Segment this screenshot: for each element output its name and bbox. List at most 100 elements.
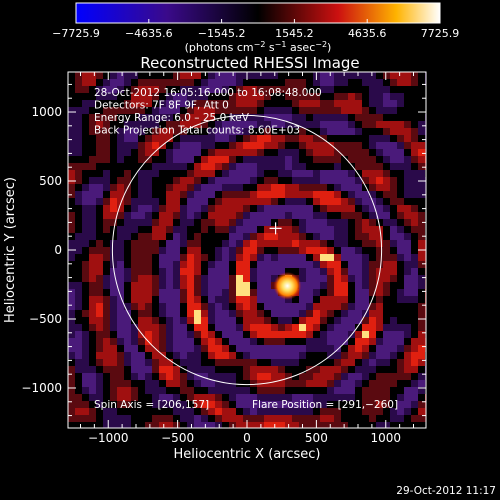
heatmap-cell xyxy=(404,212,411,219)
heatmap-cell xyxy=(138,128,145,135)
heatmap-cell xyxy=(285,163,292,170)
heatmap-cell xyxy=(96,247,103,254)
heatmap-cell xyxy=(201,107,208,114)
heatmap-cell xyxy=(362,170,369,177)
heatmap-cell xyxy=(257,205,264,212)
heatmap-cell xyxy=(327,247,334,254)
heatmap-cell xyxy=(404,170,411,177)
heatmap-cell xyxy=(82,212,89,219)
heatmap-cell xyxy=(264,408,271,415)
heatmap-cell xyxy=(411,184,418,191)
heatmap-cell xyxy=(187,114,194,121)
heatmap-cell xyxy=(180,338,187,345)
heatmap-cell xyxy=(243,191,250,198)
heatmap-cell xyxy=(194,352,201,359)
heatmap-cell xyxy=(376,422,383,428)
heatmap-cell xyxy=(250,135,257,142)
heatmap-cell xyxy=(418,317,425,324)
heatmap-cell xyxy=(313,268,320,275)
heatmap-cell xyxy=(159,275,166,282)
heatmap-cell xyxy=(166,149,173,156)
heatmap-cell xyxy=(68,380,75,387)
heatmap-cell xyxy=(250,394,257,401)
heatmap-cell xyxy=(110,422,117,428)
heatmap-cell xyxy=(229,247,236,254)
heatmap-cell xyxy=(68,121,75,128)
heatmap-cell xyxy=(257,219,264,226)
heatmap-cell xyxy=(264,261,271,268)
heatmap-cell xyxy=(320,191,327,198)
heatmap-cell xyxy=(110,352,117,359)
heatmap-cell xyxy=(362,387,369,394)
heatmap-cell xyxy=(404,387,411,394)
heatmap-cell xyxy=(208,282,215,289)
heatmap-cell xyxy=(236,191,243,198)
heatmap-cell xyxy=(103,170,110,177)
heatmap-cell xyxy=(201,338,208,345)
heatmap-cell xyxy=(320,177,327,184)
heatmap-cell xyxy=(145,422,152,428)
heatmap-cell xyxy=(187,359,194,366)
heatmap-cell xyxy=(82,366,89,373)
heatmap-cell xyxy=(264,72,271,79)
heatmap-cell xyxy=(264,240,271,247)
heatmap-cell xyxy=(96,240,103,247)
heatmap-cell xyxy=(397,100,404,107)
heatmap-cell xyxy=(194,240,201,247)
heatmap-cell xyxy=(271,338,278,345)
heatmap-cell xyxy=(355,163,362,170)
heatmap-cell xyxy=(376,387,383,394)
heatmap-cell xyxy=(68,317,75,324)
heatmap-cell xyxy=(418,359,425,366)
heatmap-cell xyxy=(320,72,327,79)
heatmap-cell xyxy=(201,142,208,149)
heatmap-cell xyxy=(355,177,362,184)
heatmap-cell xyxy=(250,366,257,373)
heatmap-cell xyxy=(110,310,117,317)
heatmap-cell xyxy=(236,303,243,310)
heatmap-cell xyxy=(292,226,299,233)
heatmap-cell xyxy=(376,359,383,366)
heatmap-cell xyxy=(362,114,369,121)
heatmap-cell xyxy=(173,394,180,401)
heatmap-cell xyxy=(208,107,215,114)
heatmap-cell xyxy=(369,86,376,93)
heatmap-cell xyxy=(208,268,215,275)
heatmap-cell xyxy=(96,380,103,387)
heatmap-cell xyxy=(229,373,236,380)
heatmap-cell xyxy=(152,79,159,86)
heatmap-cell xyxy=(418,156,425,163)
heatmap-cell xyxy=(383,352,390,359)
heatmap-cell xyxy=(215,72,222,79)
heatmap-cell xyxy=(229,142,236,149)
heatmap-cell xyxy=(159,310,166,317)
heatmap-cell xyxy=(320,254,327,261)
heatmap-cell xyxy=(418,226,425,233)
heatmap-cell xyxy=(348,212,355,219)
heatmap-cell xyxy=(306,205,313,212)
heatmap-cell xyxy=(229,226,236,233)
heatmap-cell xyxy=(299,408,306,415)
heatmap-cell xyxy=(390,345,397,352)
heatmap-cell xyxy=(243,226,250,233)
heatmap-cell xyxy=(292,408,299,415)
heatmap-cell xyxy=(117,296,124,303)
heatmap-cell xyxy=(131,212,138,219)
heatmap-cell xyxy=(215,408,222,415)
heatmap-cell xyxy=(292,359,299,366)
heatmap-cell xyxy=(320,380,327,387)
heatmap-cell xyxy=(173,247,180,254)
heatmap-cell xyxy=(369,170,376,177)
heatmap-cell xyxy=(180,149,187,156)
heatmap-cell xyxy=(89,317,96,324)
heatmap-cell xyxy=(229,149,236,156)
heatmap-cell xyxy=(285,317,292,324)
heatmap-cell xyxy=(404,72,411,79)
heatmap-cell xyxy=(89,184,96,191)
heatmap-cell xyxy=(404,205,411,212)
heatmap-cell xyxy=(292,303,299,310)
heatmap-cell xyxy=(138,86,145,93)
heatmap-cell xyxy=(131,240,138,247)
heatmap-cell xyxy=(418,142,425,149)
heatmap-cell xyxy=(152,142,159,149)
